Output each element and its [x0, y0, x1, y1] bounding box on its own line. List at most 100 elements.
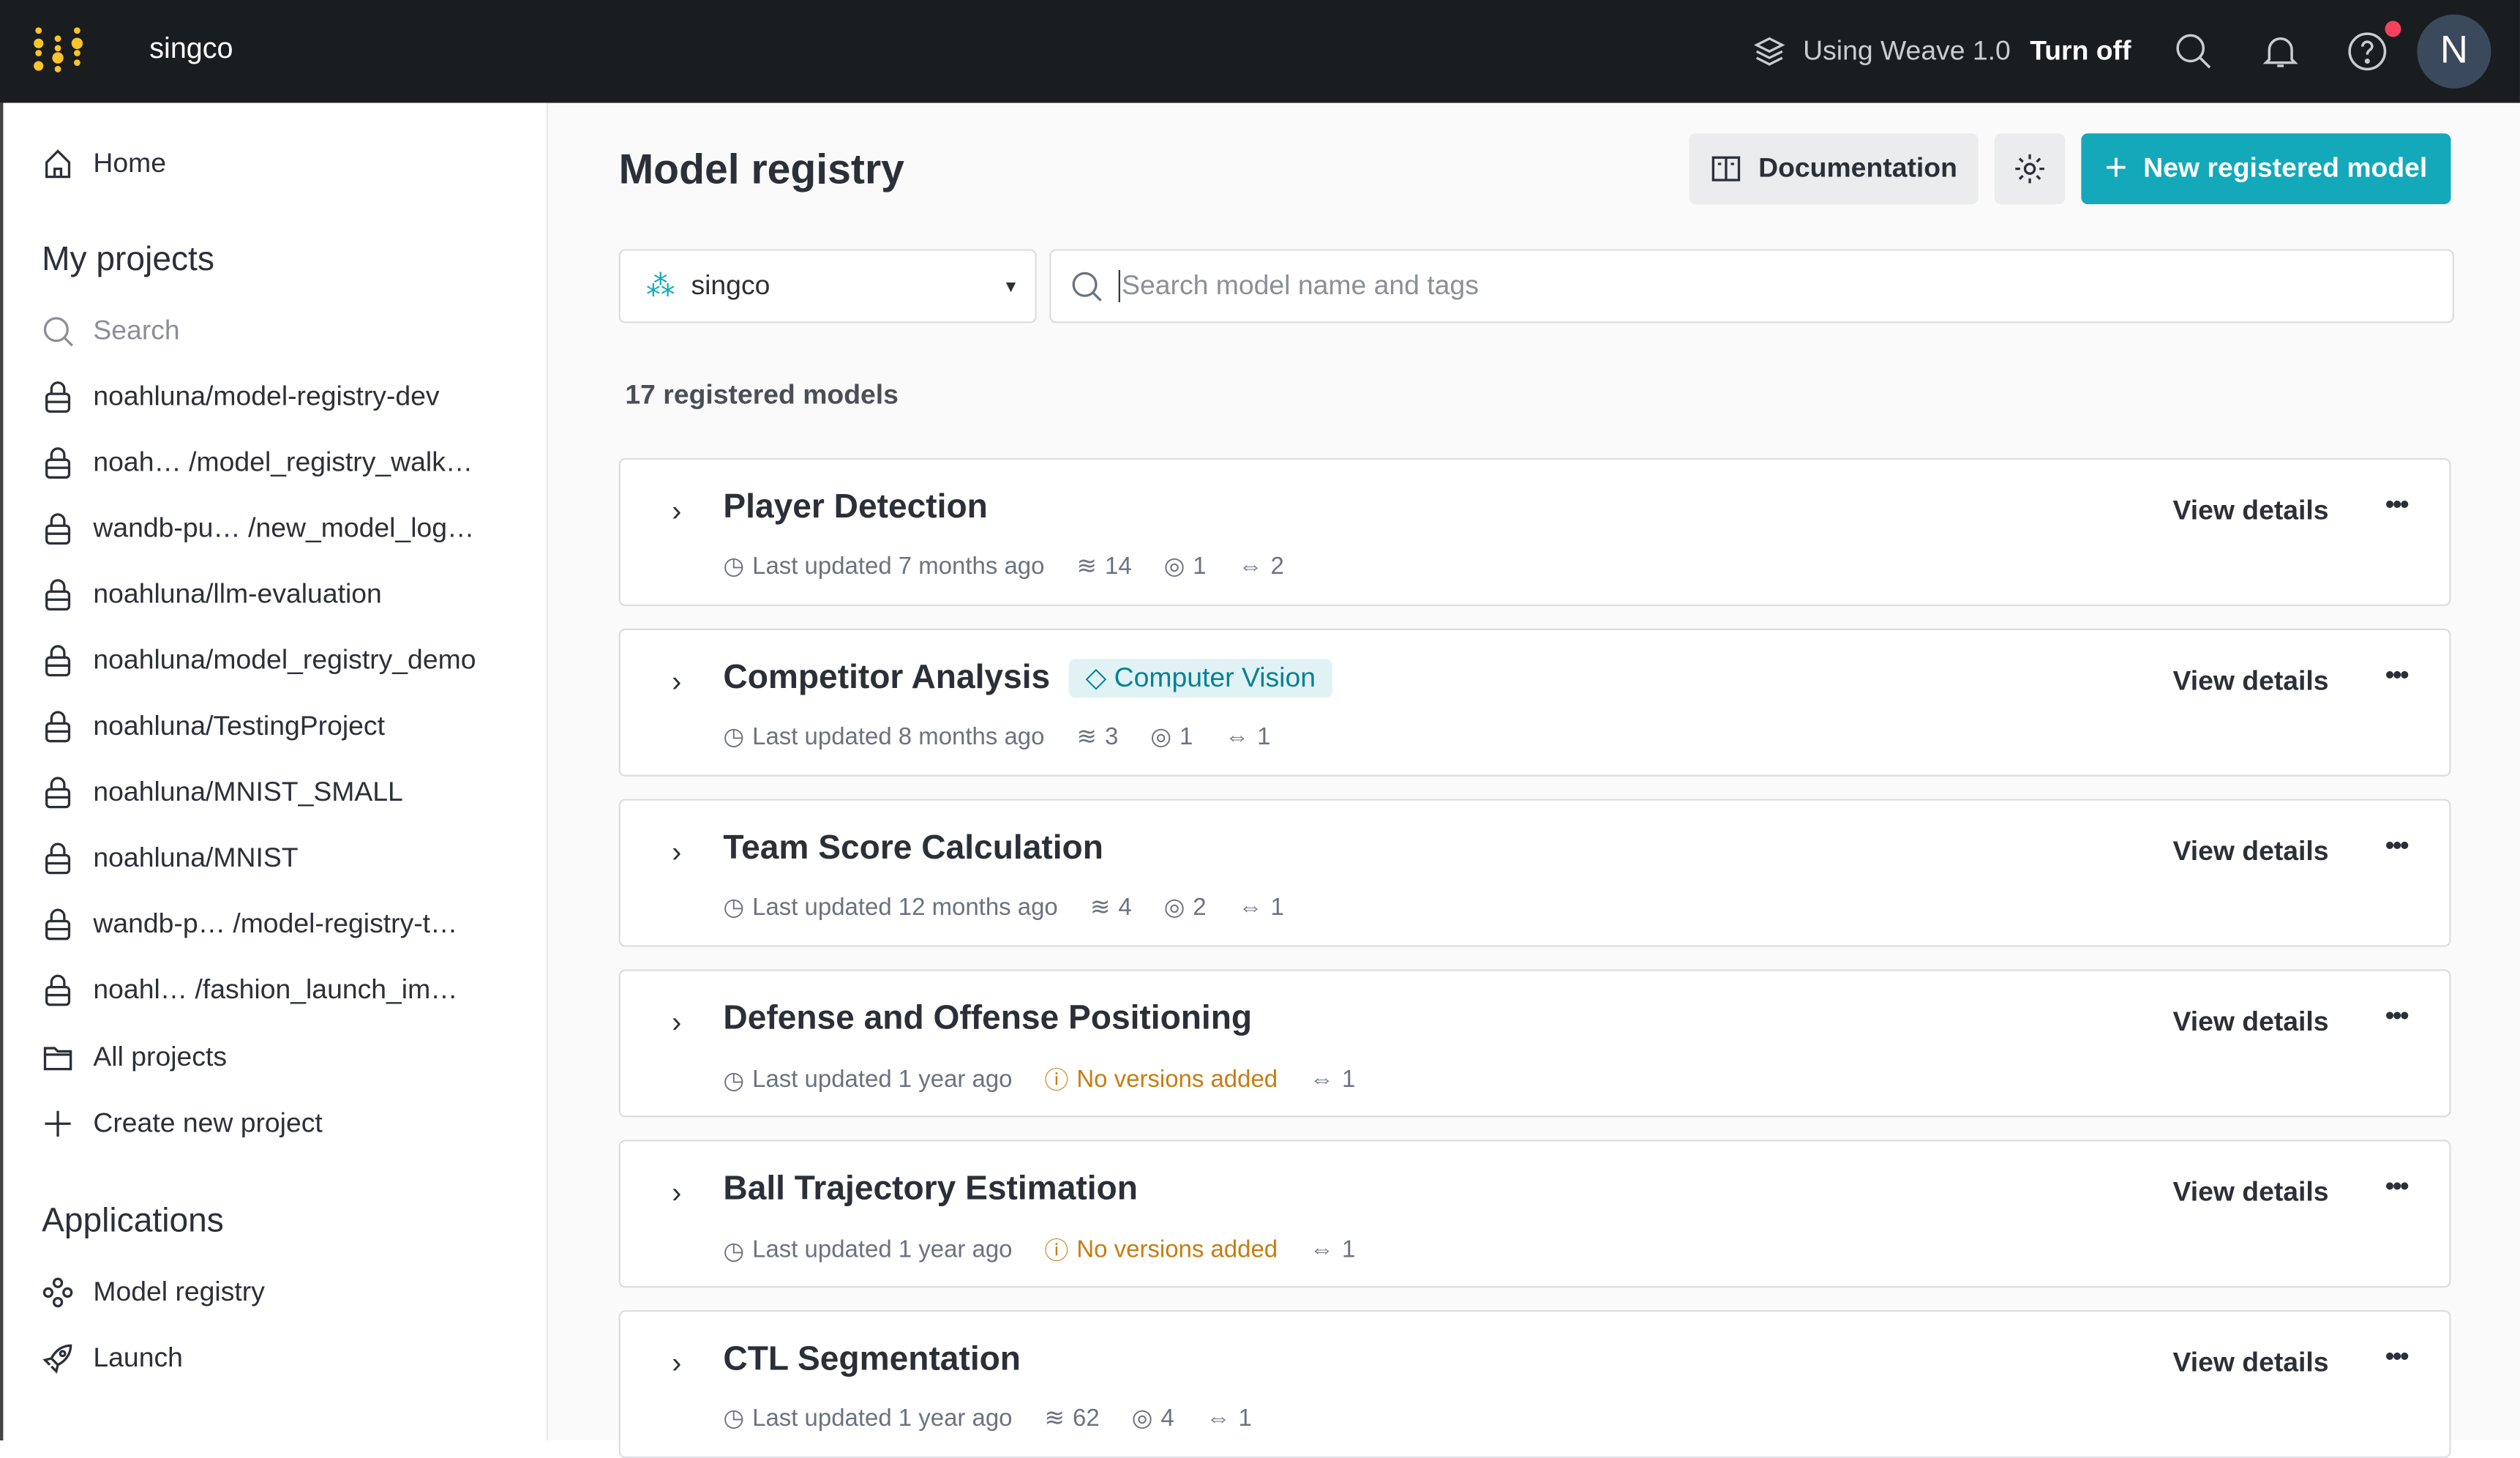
more-options-icon[interactable]: ••• — [2385, 662, 2410, 690]
project-name: wandb-pu… /new_model_log… — [93, 512, 475, 544]
sidebar-project-item[interactable]: noah… /model_registry_walk… — [42, 447, 473, 479]
search-icon[interactable] — [2173, 31, 2215, 72]
more-options-icon[interactable]: ••• — [2385, 1003, 2410, 1031]
model-search-input[interactable]: Search model name and tags — [1049, 249, 2454, 324]
updated-text: Last updated 1 year ago — [752, 1066, 1013, 1094]
users-value: 4 — [1160, 1404, 1174, 1432]
bell-icon[interactable] — [2260, 31, 2301, 72]
sidebar-project-item[interactable]: wandb-p… /model-registry-t… — [42, 908, 457, 941]
layers-icon: ≋ — [1076, 723, 1098, 751]
chevron-right-icon[interactable]: › — [672, 665, 682, 698]
page-title: Model registry — [618, 144, 904, 193]
weave-layers-icon — [1748, 31, 1790, 72]
org-icon: ⁂ — [645, 269, 675, 302]
view-details-button[interactable]: View details — [2172, 495, 2329, 526]
sidebar-project-item[interactable]: wandb-pu… /new_model_log… — [42, 513, 474, 545]
chevron-right-icon[interactable]: › — [672, 1347, 682, 1380]
sidebar-item-label: Model registry — [93, 1276, 265, 1307]
sidebar-item-launch[interactable]: Launch — [42, 1342, 183, 1375]
lock-icon — [45, 777, 71, 809]
documentation-button[interactable]: Documentation — [1689, 133, 1979, 204]
sidebar-item-home[interactable]: Home — [42, 148, 166, 180]
turn-off-weave-button[interactable]: Turn off — [2030, 35, 2131, 67]
wandb-logo-icon[interactable] — [32, 26, 83, 74]
model-name[interactable]: Competitor Analysis — [723, 659, 1051, 697]
sidebar-project-item[interactable]: noahluna/llm-evaluation — [42, 579, 382, 611]
model-card[interactable]: › Ball Trajectory Estimation ◷ Last updat… — [618, 1140, 2451, 1288]
settings-button[interactable] — [1994, 133, 2066, 204]
link-icon: ⇔ — [1238, 552, 1263, 580]
chevron-right-icon[interactable]: › — [672, 1176, 682, 1209]
project-select-value: singco — [691, 269, 770, 301]
model-card[interactable]: › CTL Segmentation ◷ Last updated 1 year … — [618, 1310, 2451, 1458]
folder-icon — [43, 1047, 72, 1071]
project-name: noahluna/MNIST — [93, 842, 299, 873]
layers-icon: ≋ — [1044, 1405, 1065, 1432]
avatar[interactable]: N — [2417, 14, 2491, 89]
model-name[interactable]: Defense and Offense Positioning — [723, 1000, 1253, 1037]
clock-icon: ◷ — [723, 553, 745, 580]
more-options-icon[interactable]: ••• — [2385, 832, 2410, 861]
links-value: 1 — [1341, 1066, 1356, 1094]
clock-icon: ◷ — [723, 723, 745, 751]
sidebar-project-item[interactable]: noahluna/MNIST_SMALL — [42, 777, 403, 809]
more-options-icon[interactable]: ••• — [2385, 1344, 2410, 1372]
main-content: Model registry Documentation + New regist… — [545, 103, 2520, 1458]
new-model-label: New registered model — [2143, 152, 2428, 184]
view-details-button[interactable]: View details — [2172, 1347, 2329, 1378]
chevron-right-icon[interactable]: › — [672, 1006, 682, 1039]
project-name: noahluna/TestingProject — [93, 710, 385, 741]
sidebar-item-all-projects[interactable]: All projects — [42, 1042, 227, 1074]
weave-label: Using Weave 1.0 — [1803, 35, 2011, 67]
model-card[interactable]: › Competitor Analysis ◇ Computer Vision ◷… — [618, 628, 2451, 777]
lock-icon — [45, 579, 71, 611]
sidebar-project-item[interactable]: noahluna/model_registry_demo — [42, 645, 476, 677]
search-icon — [1072, 272, 1102, 302]
model-tag[interactable]: ◇ Computer Vision — [1069, 659, 1332, 698]
model-name[interactable]: Team Score Calculation — [723, 829, 1103, 867]
model-name[interactable]: Ball Trajectory Estimation — [723, 1170, 1138, 1208]
project-name: noah… /model_registry_walk… — [93, 446, 473, 478]
sidebar-project-item[interactable]: noahluna/MNIST — [42, 842, 299, 875]
link-icon: ⇔ — [1310, 1236, 1334, 1264]
clock-icon: ◷ — [723, 1405, 745, 1432]
help-icon[interactable] — [2347, 20, 2401, 72]
model-name[interactable]: CTL Segmentation — [723, 1340, 1021, 1378]
model-card[interactable]: › Defense and Offense Positioning ◷ Last … — [618, 969, 2451, 1118]
warning-text: No versions added — [1076, 1066, 1278, 1094]
updated-text: Last updated 12 months ago — [752, 893, 1058, 921]
chevron-right-icon[interactable]: › — [672, 836, 682, 869]
lock-icon — [45, 513, 71, 545]
org-name[interactable]: singco — [149, 31, 233, 64]
project-search-input[interactable]: Search — [42, 315, 180, 347]
sidebar-project-item[interactable]: noahluna/model-registry-dev — [42, 381, 440, 414]
tag-label: Computer Vision — [1114, 662, 1316, 693]
create-project-button[interactable]: Create new project — [42, 1107, 323, 1140]
model-card[interactable]: › Team Score Calculation ◷ Last updated 1… — [618, 799, 2451, 947]
layers-icon: ≋ — [1076, 553, 1098, 580]
plus-icon: + — [2104, 146, 2128, 190]
sidebar-item-model-registry[interactable]: Model registry — [42, 1276, 265, 1309]
view-details-button[interactable]: View details — [2172, 1006, 2329, 1037]
versions-value: 4 — [1118, 893, 1132, 921]
lock-icon — [45, 842, 71, 875]
project-select[interactable]: ⁂ singco ▾ — [618, 249, 1037, 324]
view-details-button[interactable]: View details — [2172, 665, 2329, 697]
new-registered-model-button[interactable]: + New registered model — [2081, 133, 2451, 204]
gear-icon — [2015, 154, 2044, 184]
tag-icon: ◇ — [1085, 662, 1107, 693]
links-value: 2 — [1270, 552, 1284, 580]
book-icon — [1711, 156, 1741, 182]
chevron-right-icon[interactable]: › — [672, 495, 682, 528]
model-name[interactable]: Player Detection — [723, 488, 988, 526]
more-options-icon[interactable]: ••• — [2385, 492, 2410, 520]
sidebar-project-item[interactable]: noahluna/TestingProject — [42, 711, 385, 743]
view-details-button[interactable]: View details — [2172, 836, 2329, 867]
sidebar-project-item[interactable]: noahl… /fashion_launch_im… — [42, 974, 458, 1006]
updated-text: Last updated 1 year ago — [752, 1404, 1013, 1432]
model-card[interactable]: › Player Detection ◷ Last updated 7 month… — [618, 457, 2451, 607]
links-count: ⇔ 2 — [1239, 551, 1284, 580]
view-details-button[interactable]: View details — [2172, 1176, 2329, 1208]
more-options-icon[interactable]: ••• — [2385, 1173, 2410, 1201]
sidebar-item-label: All projects — [93, 1042, 228, 1072]
